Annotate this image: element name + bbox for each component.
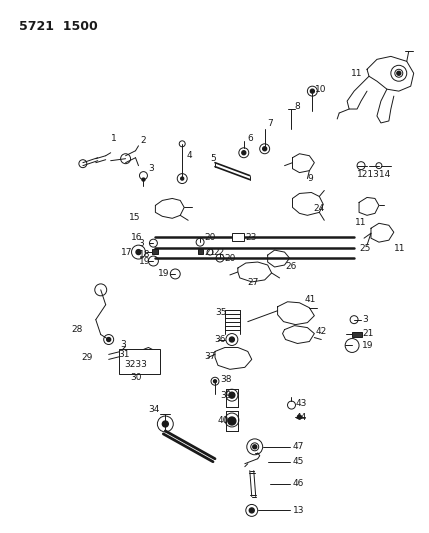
- Text: 17: 17: [121, 248, 132, 256]
- Text: 21: 21: [204, 248, 215, 256]
- Circle shape: [230, 337, 234, 342]
- Text: 44: 44: [296, 413, 307, 422]
- Circle shape: [249, 508, 254, 513]
- Circle shape: [136, 249, 141, 255]
- Text: 27: 27: [248, 278, 259, 287]
- Text: 7: 7: [268, 119, 273, 128]
- Text: 13: 13: [293, 506, 304, 515]
- Bar: [232, 233, 244, 241]
- Text: 37: 37: [204, 352, 215, 361]
- Text: 24: 24: [313, 204, 325, 213]
- Text: 34: 34: [148, 405, 160, 414]
- Text: 18: 18: [139, 249, 150, 259]
- Circle shape: [229, 392, 235, 398]
- Circle shape: [263, 147, 267, 151]
- Text: 4: 4: [186, 151, 192, 160]
- Circle shape: [162, 421, 168, 427]
- Text: 10: 10: [315, 85, 327, 94]
- Text: 43: 43: [296, 399, 307, 408]
- Circle shape: [214, 379, 217, 383]
- Text: 45: 45: [293, 457, 304, 466]
- Text: 46: 46: [293, 479, 304, 488]
- Text: 2: 2: [140, 136, 146, 146]
- Text: 121314: 121314: [357, 170, 391, 179]
- Text: 9: 9: [308, 174, 313, 183]
- Circle shape: [181, 177, 184, 180]
- Text: 20: 20: [204, 233, 215, 241]
- Text: 22: 22: [213, 248, 224, 256]
- Text: 29: 29: [81, 353, 92, 362]
- Text: 25: 25: [359, 244, 370, 253]
- Text: 11: 11: [351, 69, 363, 78]
- Text: 19: 19: [158, 270, 170, 278]
- Text: 19: 19: [139, 256, 150, 265]
- Text: 5721  1500: 5721 1500: [19, 20, 98, 33]
- Text: 1: 1: [111, 134, 116, 143]
- Text: 3: 3: [362, 315, 368, 324]
- Text: 39: 39: [220, 391, 232, 400]
- Text: 31: 31: [119, 350, 130, 359]
- Bar: [119, 350, 160, 374]
- Text: 11: 11: [355, 218, 367, 227]
- Text: 41: 41: [305, 295, 316, 304]
- Text: 35: 35: [215, 308, 227, 317]
- Text: 19: 19: [362, 341, 374, 350]
- Text: 6: 6: [248, 134, 254, 143]
- Text: 28: 28: [71, 325, 82, 334]
- Circle shape: [142, 178, 145, 181]
- Circle shape: [310, 89, 314, 93]
- Text: 21: 21: [362, 329, 373, 338]
- Text: 42: 42: [315, 327, 326, 336]
- Circle shape: [242, 151, 246, 155]
- Circle shape: [107, 337, 111, 342]
- Text: 11: 11: [394, 244, 405, 253]
- Circle shape: [253, 445, 257, 449]
- Bar: [152, 249, 158, 254]
- Text: 23: 23: [246, 233, 257, 241]
- Text: 5: 5: [210, 154, 216, 163]
- Text: 47: 47: [293, 442, 304, 451]
- Text: 36: 36: [214, 335, 226, 344]
- Text: 20: 20: [224, 254, 236, 263]
- Text: 26: 26: [286, 262, 297, 271]
- Bar: [198, 249, 203, 254]
- Text: 3: 3: [139, 239, 144, 248]
- Text: 3233: 3233: [124, 360, 148, 369]
- Text: 38: 38: [220, 375, 232, 384]
- Circle shape: [397, 71, 401, 75]
- Text: 16: 16: [130, 233, 142, 241]
- Circle shape: [297, 415, 302, 419]
- Text: 8: 8: [294, 102, 300, 110]
- Circle shape: [228, 417, 236, 425]
- Text: 3: 3: [148, 164, 154, 173]
- Text: 40: 40: [218, 416, 230, 425]
- Text: 3: 3: [121, 340, 127, 349]
- Bar: [352, 332, 362, 336]
- Text: 15: 15: [129, 213, 140, 222]
- Text: 30: 30: [130, 373, 142, 382]
